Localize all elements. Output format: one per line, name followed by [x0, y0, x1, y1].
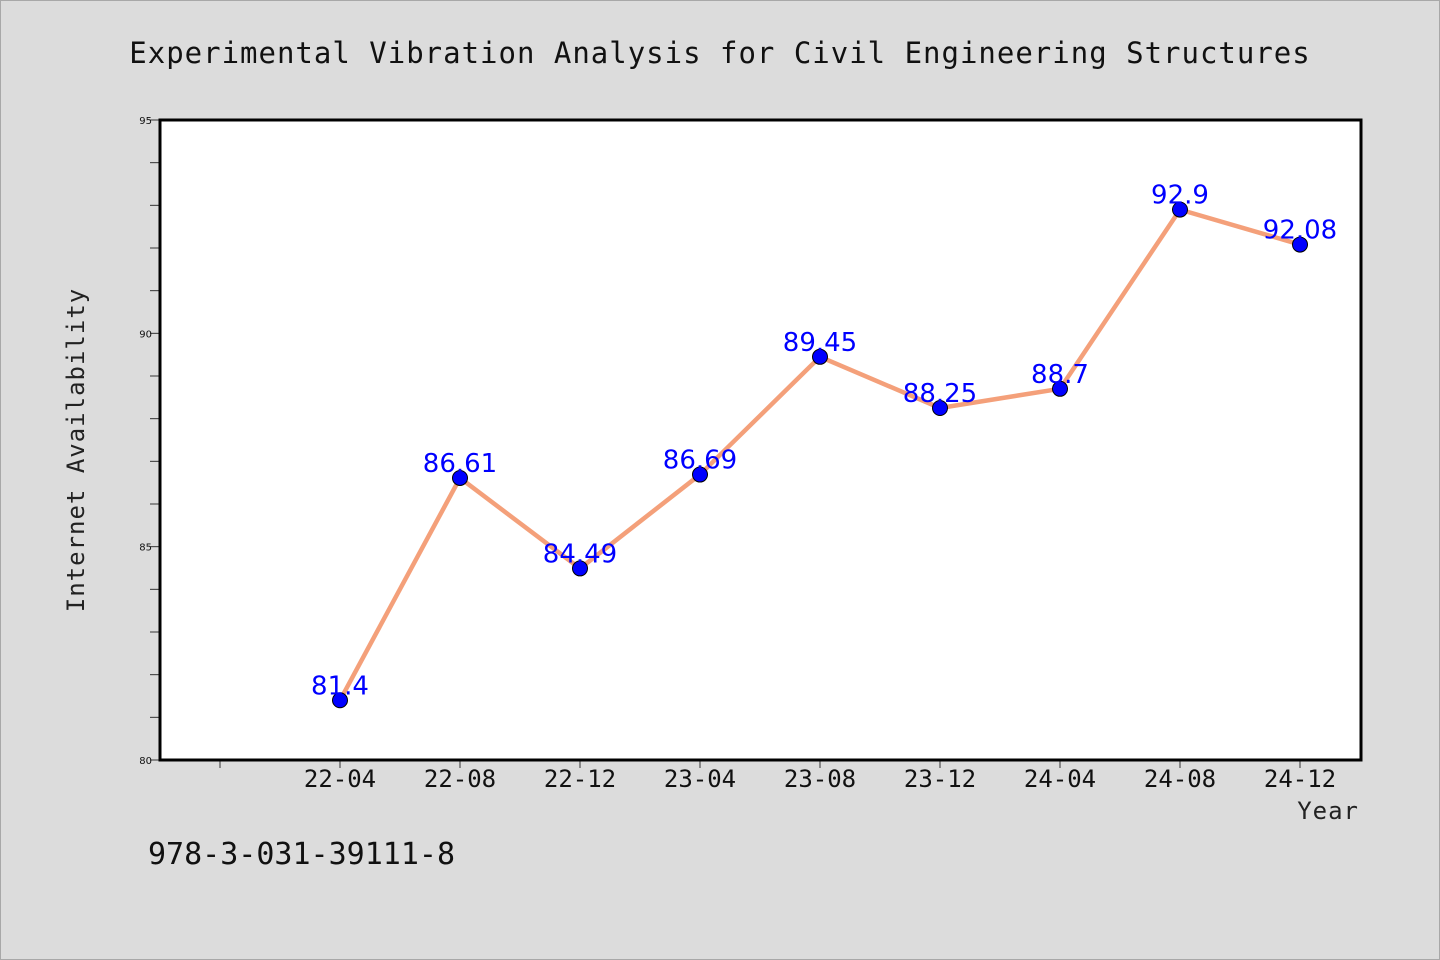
- data-point: [332, 692, 348, 709]
- data-label: 92.9: [1151, 181, 1209, 211]
- data-point: [1292, 236, 1308, 253]
- data-label: 88.7: [1031, 360, 1089, 390]
- data-point: [1172, 201, 1188, 218]
- data-point: [1052, 380, 1068, 397]
- x-tick-label: 22-12: [544, 765, 616, 793]
- data-label: 84.49: [543, 539, 617, 569]
- y-tick-label: 85: [139, 543, 152, 554]
- data-label: 88.25: [903, 379, 977, 409]
- data-point: [572, 560, 588, 577]
- y-minor-ticks: [150, 119, 160, 761]
- data-point: [452, 469, 468, 486]
- data-point: [812, 348, 828, 365]
- y-axis-label: Internet Availability: [62, 288, 90, 612]
- x-tick-label: 22-04: [304, 765, 376, 793]
- data-point: [692, 466, 708, 483]
- y-tick-label: 90: [139, 329, 152, 340]
- data-label: 81.4: [311, 671, 369, 701]
- x-tick-label: 23-08: [784, 765, 856, 793]
- plot-area: [160, 120, 1361, 760]
- x-tick-label: 24-12: [1264, 765, 1336, 793]
- y-tick-label: 80: [139, 756, 152, 767]
- data-label: 92.08: [1263, 216, 1337, 246]
- x-axis-tick-labels: 22-04 22-08 22-12 23-04 23-08 23-12 24-04 24-08…: [304, 765, 1336, 793]
- data-label-layer: 81.4 86.61 84.49 86.69 89.45 88.25 88.7 92.9 92.…: [311, 181, 1337, 702]
- x-tick-label: 24-08: [1144, 765, 1216, 793]
- isbn-text: 978-3-031-39111-8: [148, 837, 455, 872]
- data-label: 86.69: [663, 446, 737, 476]
- y-axis-tick-labels: 80 85 90 95: [139, 116, 152, 767]
- y-tick-label: 95: [139, 116, 152, 127]
- x-tick-label: 23-12: [904, 765, 976, 793]
- marker-layer: [332, 201, 1308, 709]
- plot-border: [158, 118, 1363, 762]
- data-label: 89.45: [783, 328, 857, 358]
- chart-title: Experimental Vibration Analysis for Civi…: [129, 36, 1310, 70]
- x-tick-label: 22-08: [424, 765, 496, 793]
- data-point: [932, 400, 948, 416]
- x-tick-label: 24-04: [1024, 765, 1096, 793]
- x-tick-label: 23-04: [664, 765, 736, 793]
- data-label: 86.61: [423, 449, 497, 479]
- x-axis-label: Year: [1297, 797, 1359, 825]
